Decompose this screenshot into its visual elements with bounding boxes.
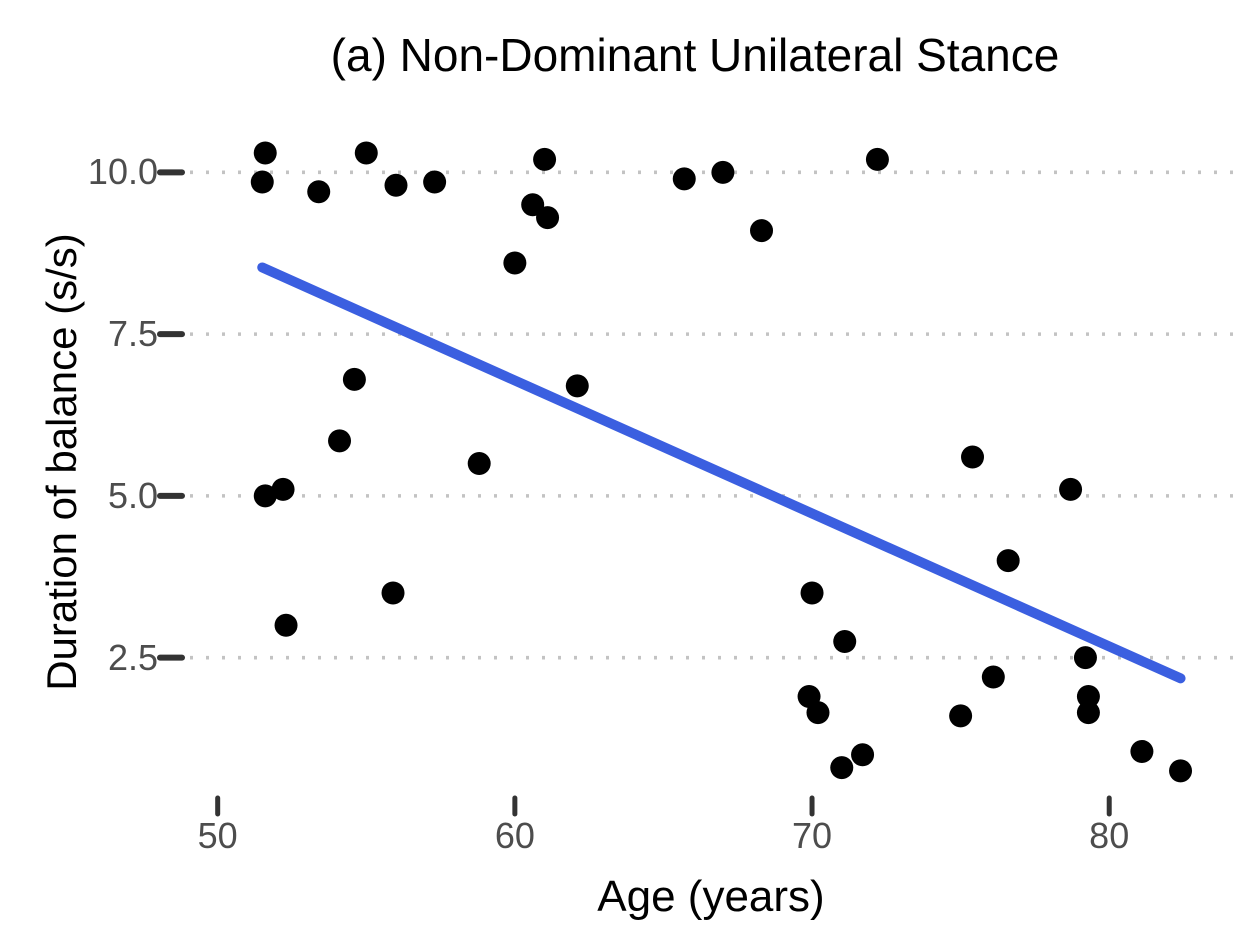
data-point: [521, 193, 545, 217]
data-point: [996, 549, 1020, 573]
data-point: [750, 219, 774, 243]
data-point: [381, 581, 405, 605]
y-tick-label-7.5: 7.5: [107, 313, 158, 355]
y-axis-label: Duration of balance (s/s): [38, 233, 85, 691]
data-point: [536, 206, 560, 230]
data-point: [342, 367, 366, 391]
data-point: [1169, 759, 1193, 783]
data-point: [1130, 739, 1154, 763]
x-axis-label: Age (years): [597, 872, 825, 921]
data-point: [271, 477, 295, 501]
data-point: [672, 167, 696, 191]
data-point: [949, 704, 973, 728]
data-point: [800, 581, 824, 605]
data-point: [981, 665, 1005, 689]
data-point: [503, 251, 527, 275]
data-point: [533, 147, 557, 171]
data-point: [1076, 701, 1100, 725]
x-tick-label-50: 50: [197, 815, 238, 856]
x-tick-label-80: 80: [1089, 815, 1130, 856]
data-point: [354, 141, 378, 165]
data-point: [833, 629, 857, 653]
data-point: [253, 484, 277, 508]
data-point: [1059, 477, 1083, 501]
y-tick-label-2.5: 2.5: [107, 636, 158, 678]
data-point: [565, 374, 589, 398]
data-point: [274, 613, 298, 637]
data-point: [961, 445, 985, 469]
data-point: [806, 701, 830, 725]
data-point: [250, 170, 274, 194]
data-point: [851, 743, 875, 767]
data-point: [384, 173, 408, 197]
data-point: [1073, 646, 1097, 670]
x-tick-label-70: 70: [792, 815, 833, 856]
data-point: [865, 147, 889, 171]
chart-title: (a) Non-Dominant Unilateral Stance: [330, 29, 1060, 81]
data-point: [1076, 684, 1100, 708]
data-point: [830, 756, 854, 780]
data-point: [467, 452, 491, 476]
y-tick-label-10.0: 10.0: [87, 151, 158, 193]
data-point: [307, 180, 331, 204]
x-tick-label-60: 60: [494, 815, 535, 856]
data-point: [423, 170, 447, 194]
data-point: [711, 160, 735, 184]
data-point: [328, 429, 352, 453]
y-tick-label-5.0: 5.0: [107, 474, 158, 516]
data-point: [253, 141, 277, 165]
trend-line: [257, 262, 1186, 684]
